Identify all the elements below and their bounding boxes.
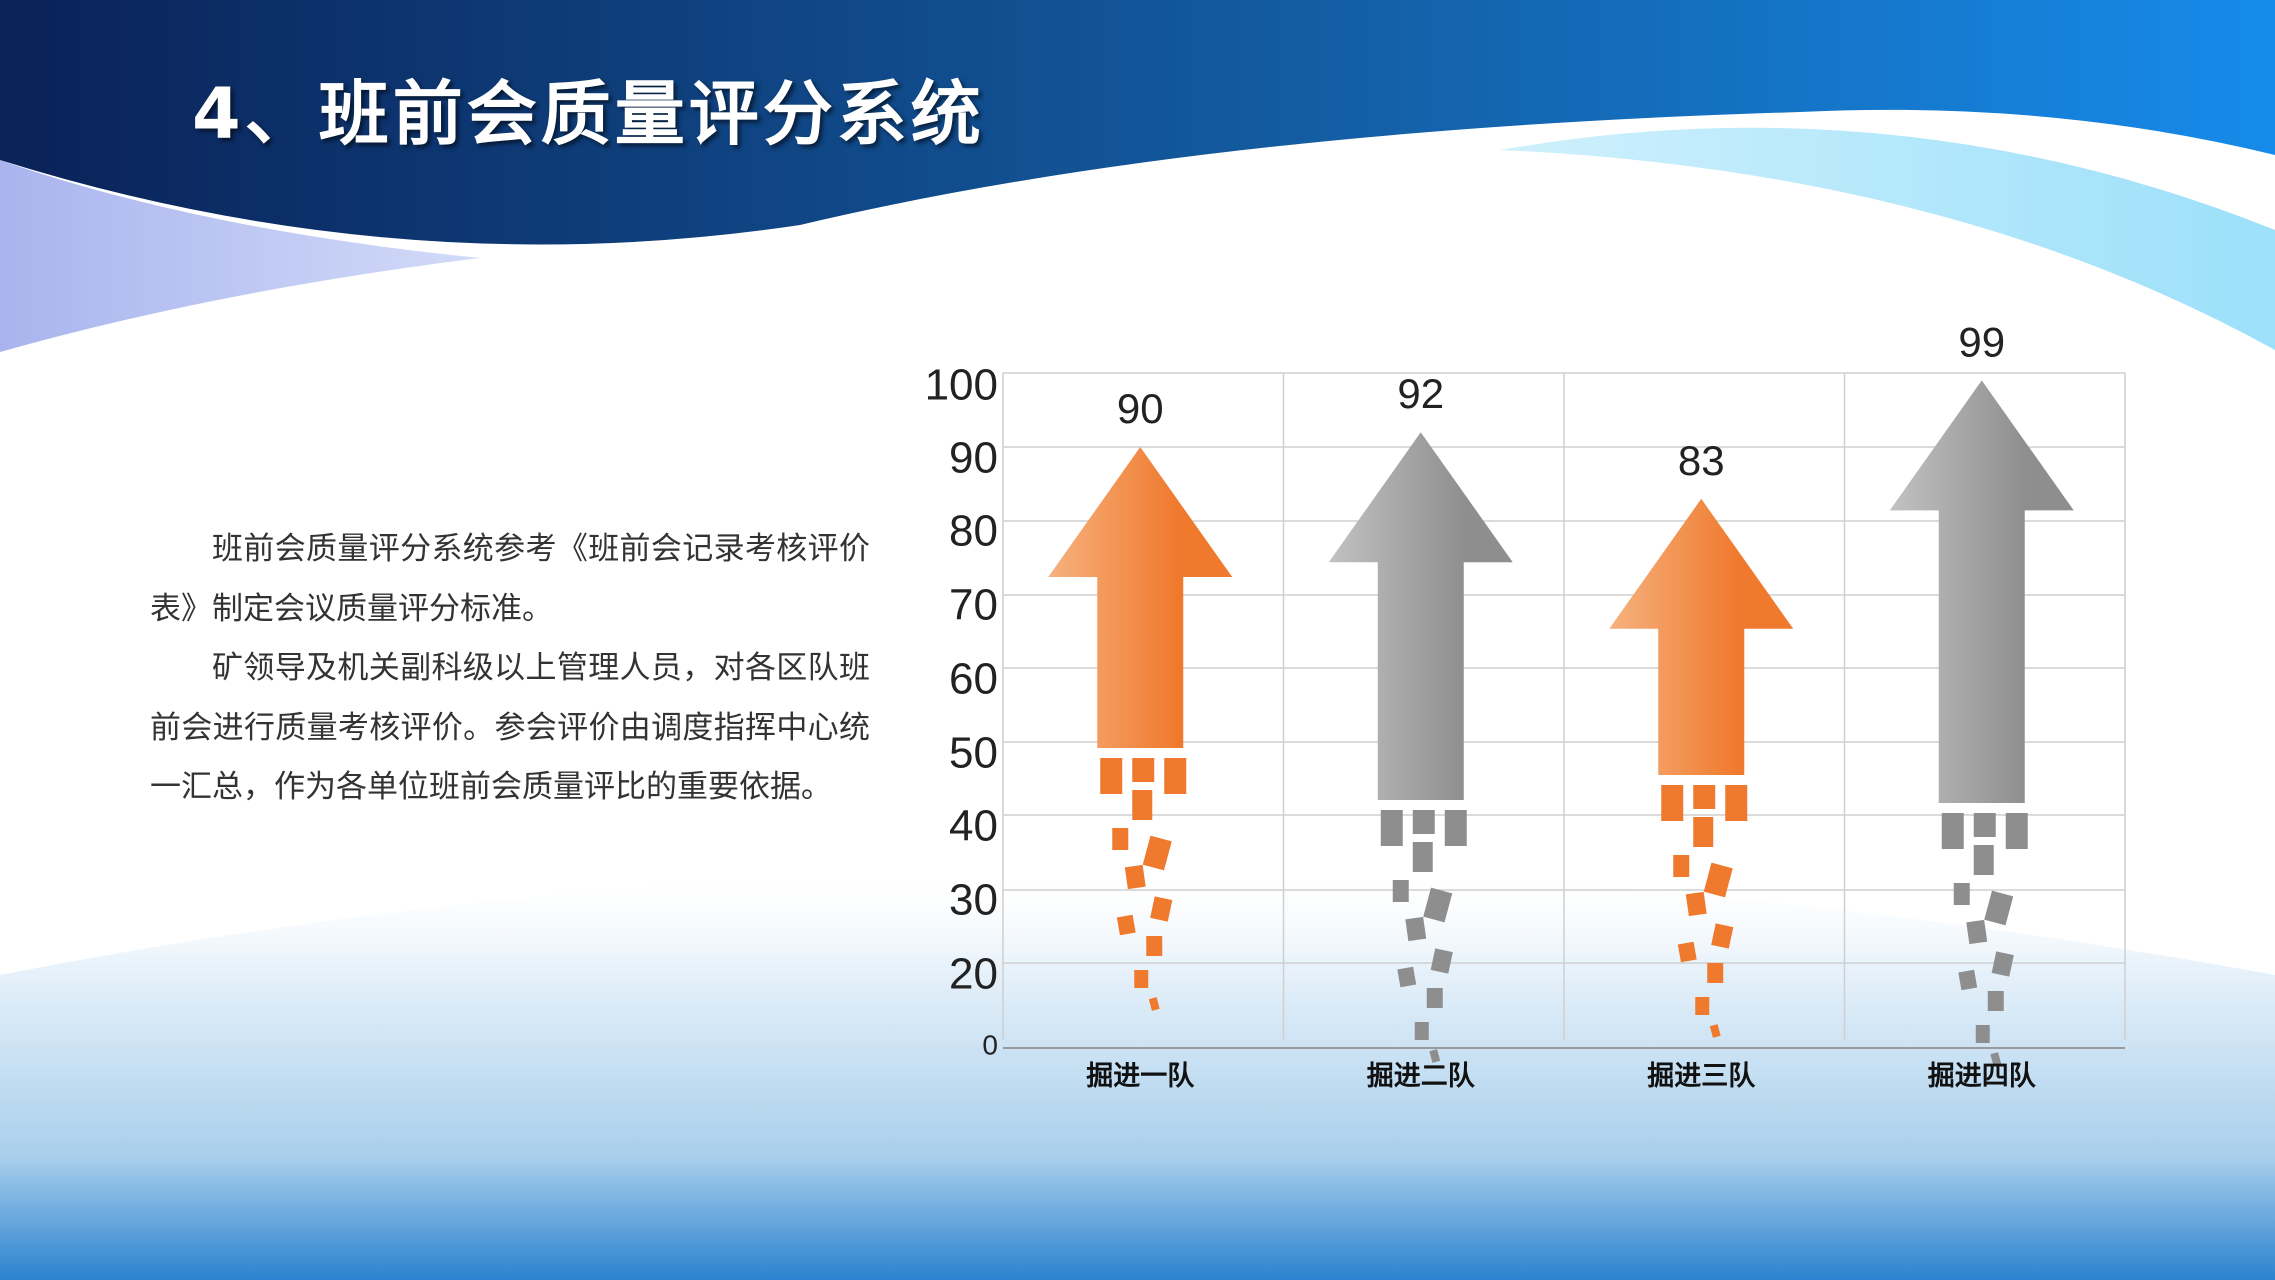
y-tick-label: 80 bbox=[949, 507, 998, 556]
debris-block bbox=[1693, 785, 1716, 809]
debris-block bbox=[2005, 813, 2028, 849]
debris-block bbox=[1987, 991, 2004, 1011]
y-tick-label: 0 bbox=[982, 1029, 998, 1060]
x-tick-label: 掘进二队 bbox=[1367, 1061, 1476, 1091]
debris-block bbox=[1693, 817, 1714, 847]
y-tick-label: 100 bbox=[925, 361, 998, 410]
arrow-bar bbox=[1328, 432, 1513, 1063]
debris-block bbox=[1941, 813, 1964, 849]
debris-block bbox=[1725, 785, 1748, 821]
debris-block bbox=[1990, 1052, 2002, 1066]
description-paragraph: 班前会质量评分系统参考《班前会记录考核评价表》制定会议质量评分标准。 bbox=[150, 531, 870, 627]
debris-block bbox=[1429, 1049, 1441, 1063]
debris-block bbox=[1703, 862, 1733, 898]
data-label: 83 bbox=[1678, 437, 1725, 484]
debris-block bbox=[1966, 919, 1988, 945]
y-tick-label: 60 bbox=[949, 655, 998, 704]
y-tick-label: 30 bbox=[949, 876, 998, 925]
y-tick-label: 90 bbox=[949, 434, 998, 483]
y-tick-label: 70 bbox=[949, 581, 998, 630]
arrow-shape bbox=[1889, 380, 2074, 803]
debris-block bbox=[1124, 864, 1146, 890]
description-paragraph: 矿领导及机关副科级以上管理人员，对各区队班前会进行质量考核评价。参会评价由调度指… bbox=[150, 650, 870, 805]
x-tick-label: 掘进三队 bbox=[1647, 1061, 1756, 1091]
debris-block bbox=[1132, 790, 1153, 820]
debris-block bbox=[1953, 883, 1970, 905]
y-tick-label: 40 bbox=[949, 802, 998, 851]
arrow-bar bbox=[1609, 498, 1794, 1038]
debris-block bbox=[1444, 810, 1467, 846]
debris-block bbox=[1958, 969, 1978, 991]
debris-block bbox=[1695, 997, 1710, 1015]
arrow-shape bbox=[1609, 498, 1794, 775]
debris-block bbox=[1661, 785, 1684, 821]
debris-block bbox=[1148, 997, 1160, 1011]
debris-block bbox=[1991, 951, 2014, 977]
debris-block bbox=[1711, 923, 1734, 949]
y-tick-label: 20 bbox=[949, 950, 998, 999]
x-tick-label: 掘进四队 bbox=[1928, 1061, 2037, 1091]
debris-block bbox=[1397, 966, 1417, 988]
arrow-shape bbox=[1048, 447, 1233, 748]
debris-block bbox=[1100, 758, 1123, 794]
debris-block bbox=[1975, 1025, 1990, 1043]
debris-block bbox=[1116, 914, 1136, 936]
debris-block bbox=[1423, 887, 1453, 923]
debris-block bbox=[1973, 845, 1994, 875]
lavender-swoosh bbox=[0, 160, 480, 352]
arrow-bar bbox=[1889, 380, 2074, 1066]
debris-block bbox=[1380, 810, 1403, 846]
debris-block bbox=[1707, 963, 1724, 983]
debris-block bbox=[1685, 891, 1707, 917]
arrow-shape bbox=[1328, 432, 1513, 800]
data-label: 99 bbox=[1958, 318, 2005, 365]
debris-block bbox=[1134, 970, 1149, 988]
debris-block bbox=[1405, 916, 1427, 942]
debris-block bbox=[1164, 758, 1187, 794]
debris-block bbox=[1392, 880, 1409, 902]
cyan-swoosh bbox=[1500, 127, 2275, 351]
debris-block bbox=[1414, 1022, 1429, 1040]
debris-block bbox=[1112, 828, 1129, 850]
debris-block bbox=[1150, 896, 1173, 922]
arrow-bar bbox=[1048, 447, 1233, 1011]
debris-block bbox=[1412, 810, 1435, 834]
debris-block bbox=[1142, 835, 1172, 871]
debris-block bbox=[1673, 855, 1690, 877]
debris-block bbox=[1426, 988, 1443, 1008]
x-tick-label: 掘进一队 bbox=[1086, 1061, 1195, 1091]
debris-block bbox=[1146, 936, 1163, 956]
debris-block bbox=[1677, 941, 1697, 963]
data-label: 90 bbox=[1117, 385, 1164, 432]
y-tick-label: 50 bbox=[949, 729, 998, 778]
debris-block bbox=[1430, 948, 1453, 974]
debris-block bbox=[1709, 1024, 1721, 1038]
debris-block bbox=[1132, 758, 1155, 782]
debris-block bbox=[1412, 842, 1433, 872]
header-band bbox=[0, 0, 2275, 245]
data-label: 92 bbox=[1397, 370, 1444, 417]
description-text: 班前会质量评分系统参考《班前会记录考核评价表》制定会议质量评分标准。 矿领导及机… bbox=[150, 520, 870, 818]
debris-block bbox=[1984, 890, 2014, 926]
slide-title: 4、班前会质量评分系统 bbox=[192, 73, 985, 155]
debris-block bbox=[1973, 813, 1996, 837]
bottom-gradient-band bbox=[0, 867, 2275, 1280]
